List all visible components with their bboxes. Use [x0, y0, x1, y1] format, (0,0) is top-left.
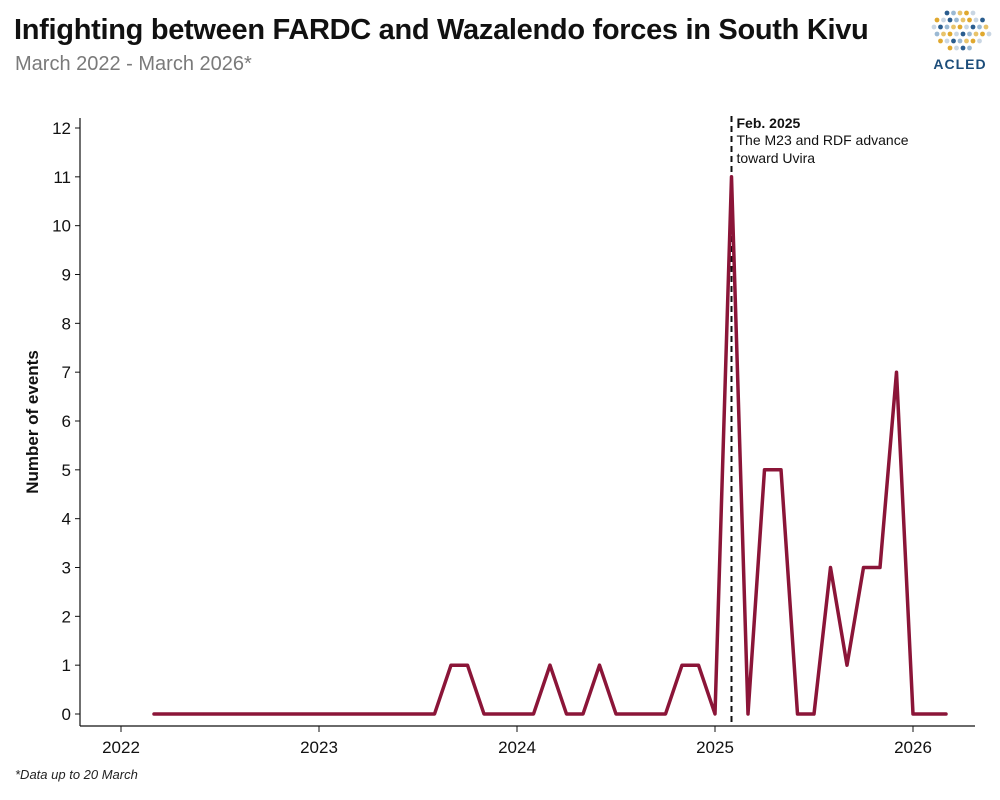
acled-globe-icon — [931, 10, 992, 51]
logo-dot — [973, 17, 979, 23]
logo-dot — [954, 45, 959, 51]
x-tick-label: 2022 — [102, 738, 140, 757]
logo-dot — [970, 24, 976, 30]
y-tick-label: 8 — [62, 314, 71, 333]
logo-dot — [941, 31, 946, 37]
logo-dot — [957, 10, 963, 16]
x-tick-label: 2024 — [498, 738, 536, 757]
logo-dot — [951, 24, 956, 30]
logo-dot — [964, 24, 969, 30]
logo-dot — [951, 10, 956, 16]
logo-dot — [980, 31, 985, 37]
logo-dot — [970, 10, 976, 16]
logo-dot — [944, 24, 950, 30]
x-tick-label: 2023 — [300, 738, 338, 757]
logo-dot — [931, 24, 937, 30]
logo-dot — [938, 24, 943, 30]
y-tick-label: 1 — [62, 656, 71, 675]
logo-dot — [938, 38, 943, 44]
logo-dot — [960, 45, 966, 51]
logo-dot — [973, 31, 979, 37]
logo-dot — [957, 24, 963, 30]
y-tick-label: 4 — [62, 510, 71, 529]
logo-dot — [964, 38, 969, 44]
logo-dot — [944, 38, 950, 44]
footnote: *Data up to 20 March — [15, 767, 138, 782]
logo-dot — [977, 38, 982, 44]
y-tick-label: 5 — [62, 461, 71, 480]
y-tick-label: 12 — [52, 119, 71, 138]
logo-dot — [967, 45, 972, 51]
logo-dot — [986, 31, 992, 37]
y-tick-label: 2 — [62, 607, 71, 626]
logo-dot — [934, 31, 940, 37]
logo-dot — [941, 17, 946, 23]
annotation-text: The M23 and RDF advance — [737, 132, 909, 148]
logo-text: ACLED — [933, 56, 987, 72]
x-tick-label: 2025 — [696, 738, 734, 757]
y-tick-label: 7 — [62, 363, 71, 382]
acled-logo: ACLED — [928, 8, 992, 76]
series-line — [152, 175, 948, 716]
logo-dot — [954, 17, 959, 23]
logo-dot — [964, 10, 969, 16]
logo-dot — [960, 17, 966, 23]
y-tick-label: 11 — [53, 168, 71, 187]
y-tick-label: 0 — [62, 705, 71, 724]
y-tick-label: 3 — [62, 559, 71, 578]
y-tick-label: 9 — [62, 266, 71, 285]
chart-title: Infighting between FARDC and Wazalendo f… — [14, 14, 869, 46]
x-tick-label: 2026 — [894, 738, 932, 757]
annotation-text: toward Uvira — [737, 150, 816, 166]
logo-dot — [954, 31, 959, 37]
y-tick-label: 10 — [52, 217, 71, 236]
annotation-title: Feb. 2025 — [737, 115, 801, 131]
logo-dot — [967, 31, 972, 37]
logo-dot — [980, 17, 985, 23]
logo-dot — [960, 31, 966, 37]
y-tick-label: 6 — [62, 412, 71, 431]
y-axis-label: Number of events — [23, 350, 42, 494]
logo-dot — [967, 17, 972, 23]
logo-dot — [957, 38, 963, 44]
logo-dot — [934, 17, 940, 23]
chart-subtitle: March 2022 - March 2026* — [15, 53, 252, 75]
logo-dot — [977, 24, 982, 30]
logo-dot — [970, 38, 976, 44]
logo-dot — [944, 10, 950, 16]
logo-dot — [951, 38, 956, 44]
logo-dot — [983, 24, 989, 30]
logo-dot — [947, 45, 953, 51]
logo-dot — [947, 17, 953, 23]
logo-dot — [947, 31, 953, 37]
